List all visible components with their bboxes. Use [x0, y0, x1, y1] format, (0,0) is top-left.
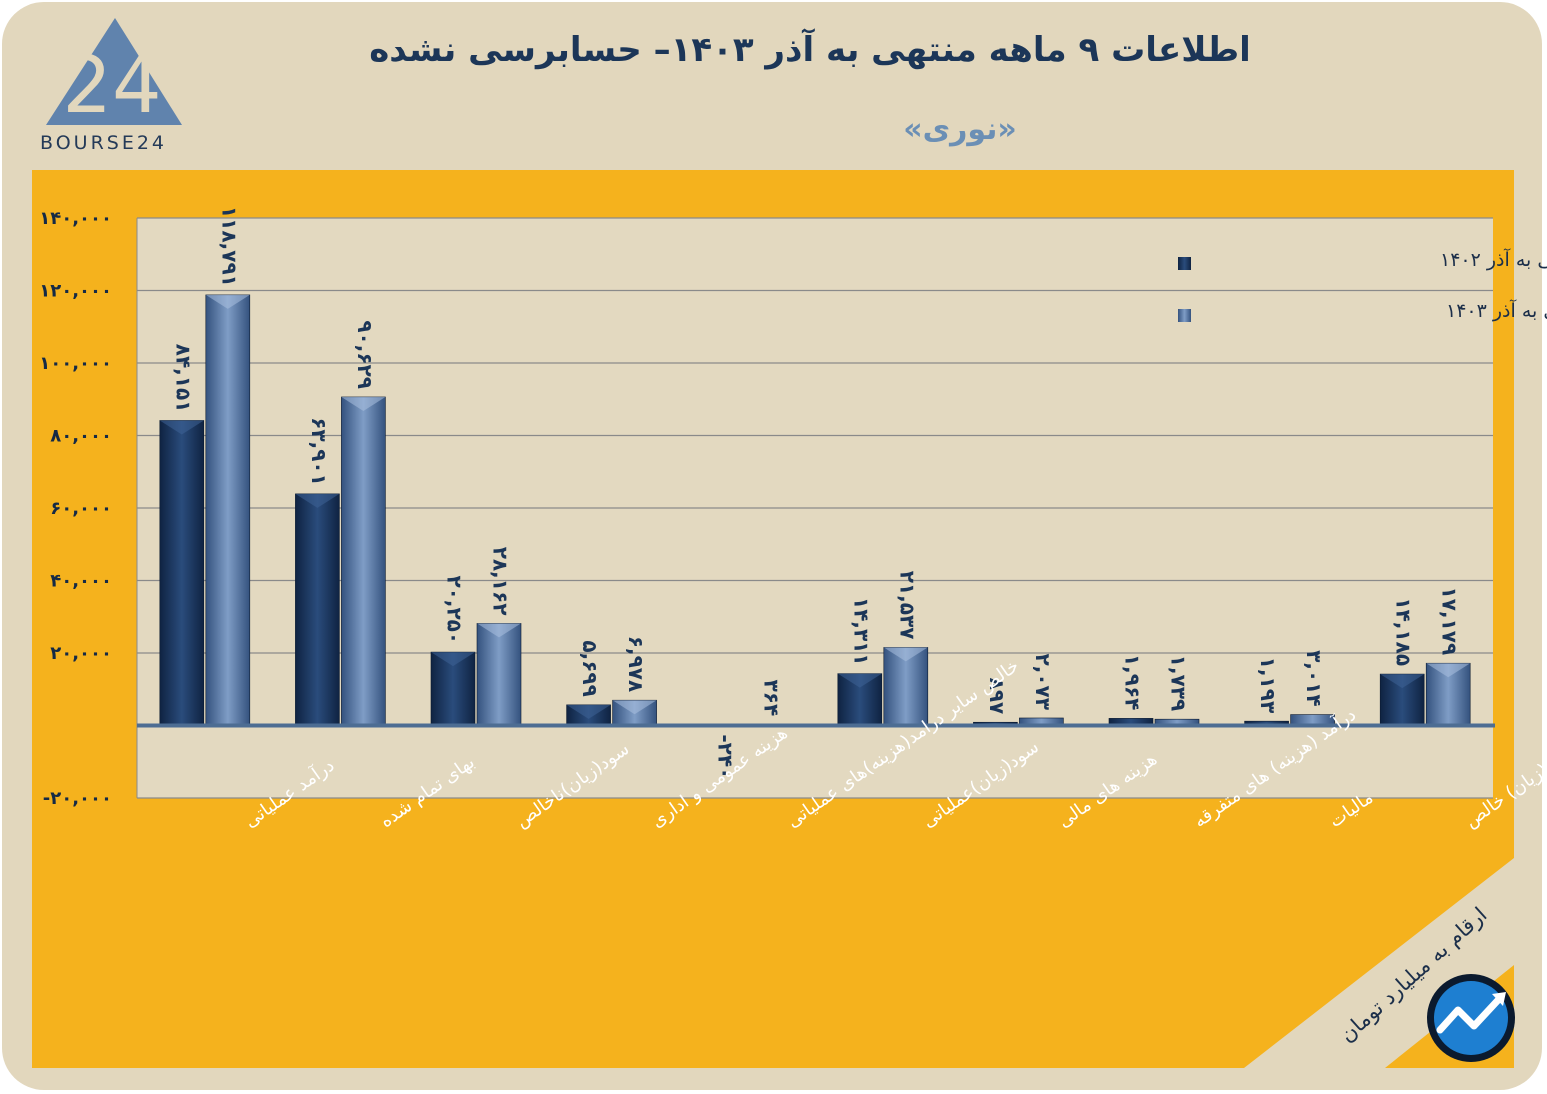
legend-label-1402: عملکرد منتهی به آذر ۱۴۰۲ — [1440, 247, 1547, 271]
y-tick-label: ۱۲۰,۰۰۰ — [39, 281, 112, 302]
data-label: ۸۴,۱۵۱ — [171, 344, 195, 413]
data-label: ۲۸,۱۶۲ — [489, 547, 513, 616]
bar-bevel — [477, 623, 521, 638]
legend: عملکرد منتهی به آذر ۱۴۰۲ عملکرد منتهی به… — [1178, 247, 1547, 322]
chart-title: اطلاعات ۹ ماهه منتهی به آذر ۱۴۰۳– حسابرس… — [369, 30, 1251, 70]
y-tick-label: ۶۰,۰۰۰ — [50, 498, 112, 519]
data-label: ۱,۷۳۹ — [1167, 655, 1191, 711]
bar-bevel — [612, 700, 657, 715]
data-labels: ۸۴,۱۵۱ ۱۱۸,۷۹۱ ۶۳,۹۰۱ ۹۰,۶۲۹ ۲۰,۲۵۰ ۲۸,۱۶۲ ۵,۶… — [171, 206, 1461, 779]
data-label: ۱,۹۶۴ — [1121, 654, 1145, 710]
data-label: ۱,۱۹۳ — [1256, 657, 1280, 713]
bar-bevel — [205, 294, 250, 309]
brand-icon — [1427, 974, 1515, 1062]
data-label: ۳۶۴ — [760, 680, 784, 717]
zero-axis — [137, 723, 1495, 728]
bar-bevel — [883, 647, 928, 662]
bar-bevel — [341, 396, 386, 411]
bars — [159, 294, 1471, 728]
data-label: -۲۴۰ — [714, 734, 738, 779]
arrow-head-icon — [1492, 992, 1506, 1006]
data-label: ۸۹۷ — [985, 678, 1009, 715]
y-tick-label: ۲۰,۰۰۰ — [50, 643, 112, 664]
data-label: ۱۷,۱۷۹ — [1438, 587, 1462, 656]
bar-bevel — [837, 673, 882, 688]
legend-swatch-1402 — [1178, 257, 1191, 270]
bar-bevel — [159, 420, 204, 435]
bar-1402 — [295, 493, 340, 726]
logo-triangle-icon — [46, 18, 182, 125]
legend-swatch-1403 — [1178, 309, 1191, 322]
bar-1403 — [205, 294, 251, 726]
bourse24-logo: 24 — [46, 18, 182, 131]
bar-1403 — [341, 396, 386, 726]
chart-subtitle: «نوری» — [903, 112, 1017, 147]
data-label: ۱۴,۳۱۱ — [849, 597, 873, 666]
data-label: ۶۳,۹۰۱ — [307, 417, 331, 486]
logo-mark: 24 — [62, 41, 161, 131]
y-axis-ticks: ۱۴۰,۰۰۰ ۱۲۰,۰۰۰ ۱۰۰,۰۰۰ ۸۰,۰۰۰ ۶۰,۰۰۰ ۴۰,۰۰۰ ۲… — [39, 208, 112, 809]
y-tick-label: -۲۰,۰۰۰ — [43, 788, 112, 809]
bar-bevel — [431, 652, 475, 667]
brand-inner-icon — [1434, 981, 1508, 1055]
data-label: ۱۴,۱۸۵ — [1392, 597, 1416, 666]
y-tick-label: ۱۴۰,۰۰۰ — [39, 208, 112, 229]
data-label: ۲,۰۷۳ — [1031, 654, 1055, 710]
bar-bevel — [1426, 663, 1471, 678]
bar-1402 — [159, 420, 205, 726]
bar-bevel — [295, 493, 340, 508]
data-label: ۱۱۸,۷۹۱ — [217, 206, 241, 287]
bar-bevel — [566, 704, 611, 719]
logo-text: BOURSE24 — [40, 132, 168, 154]
y-tick-label: ۴۰,۰۰۰ — [50, 571, 112, 592]
y-tick-label: ۱۰۰,۰۰۰ — [39, 353, 112, 374]
data-label: ۲۰,۲۵۰ — [443, 575, 467, 644]
data-label: ۶,۹۷۸ — [624, 636, 648, 692]
data-label: ۳,۰۱۴ — [1302, 650, 1326, 706]
trend-arrow-icon — [1436, 994, 1504, 1034]
bar-bevel — [1380, 674, 1425, 689]
data-label: ۹۰,۶۲۹ — [353, 320, 377, 389]
bar-1403 — [476, 623, 522, 726]
zero-baseline — [137, 723, 1495, 728]
data-label: ۲۱,۵۳۷ — [895, 571, 919, 640]
legend-label-1403: عملکرد منتهی به آذر ۱۴۰۳ — [1446, 298, 1547, 322]
data-label: ۵,۶۹۹ — [578, 640, 602, 696]
y-tick-label: ۸۰,۰۰۰ — [50, 426, 112, 447]
